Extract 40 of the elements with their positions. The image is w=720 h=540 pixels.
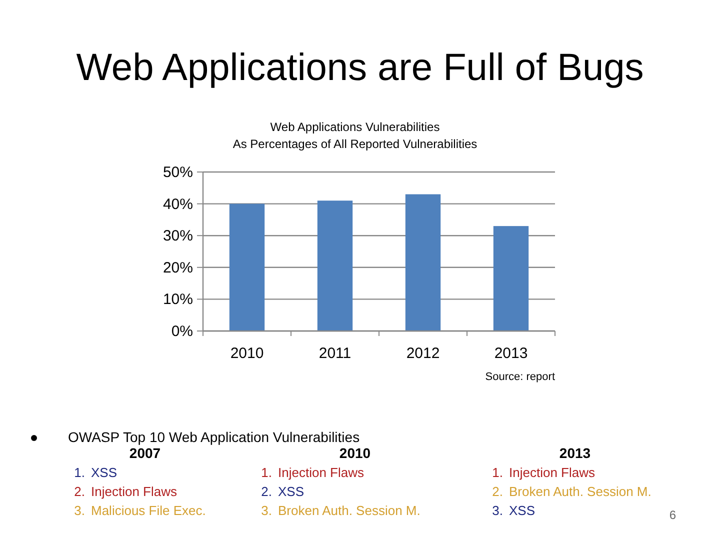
x-tick-label: 2013 <box>494 345 528 362</box>
text: Injection Flaws <box>509 465 596 480</box>
text: Malicious File Exec. <box>91 503 206 518</box>
text: XSS <box>278 484 304 499</box>
text: 3. <box>261 503 272 518</box>
text: 2. <box>74 484 85 499</box>
text: Injection Flaws <box>278 465 364 480</box>
text: OWASP Top 10 Web Application Vulnerabilities <box>68 429 360 445</box>
text: 2010 <box>339 445 371 461</box>
chart-title: Web Applications are Full of Bugs <box>76 47 644 89</box>
text: Broken Auth. Session M. <box>278 503 420 518</box>
bar <box>405 194 441 331</box>
text: 1. <box>261 465 272 480</box>
text: 3. <box>492 503 503 518</box>
text: 1. <box>74 465 85 480</box>
x-tick-label: 2012 <box>406 345 440 362</box>
text: Injection Flaws <box>91 484 178 499</box>
y-tick-label: 40% <box>162 196 193 213</box>
source-note: Source: report <box>485 371 555 383</box>
y-tick-label: 30% <box>162 228 193 245</box>
y-tick-label: 10% <box>162 291 193 308</box>
bar <box>317 200 353 331</box>
text: 2. <box>492 484 503 499</box>
text: XSS <box>509 503 536 518</box>
chart-subtitle: Web Applications Vulnerabilities As Percentages of All Reported Vulnerabilities <box>232 120 478 151</box>
text: Broken Auth. Session M. <box>509 484 652 499</box>
bar <box>229 204 265 331</box>
y-tick-label: 20% <box>162 259 193 276</box>
text: 2007 <box>129 445 161 461</box>
text: 3. <box>74 503 85 518</box>
text: 6 <box>669 508 676 522</box>
bar <box>493 226 529 331</box>
text: XSS <box>91 465 118 480</box>
x-tick-label: 2010 <box>230 345 264 362</box>
x-tick-label: 2011 <box>318 345 352 362</box>
y-tick-label: 50% <box>162 164 193 181</box>
y-tick-label: 0% <box>171 323 193 340</box>
text: 2013 <box>559 445 591 461</box>
text: 1. <box>492 465 503 480</box>
text: 2. <box>261 484 272 499</box>
